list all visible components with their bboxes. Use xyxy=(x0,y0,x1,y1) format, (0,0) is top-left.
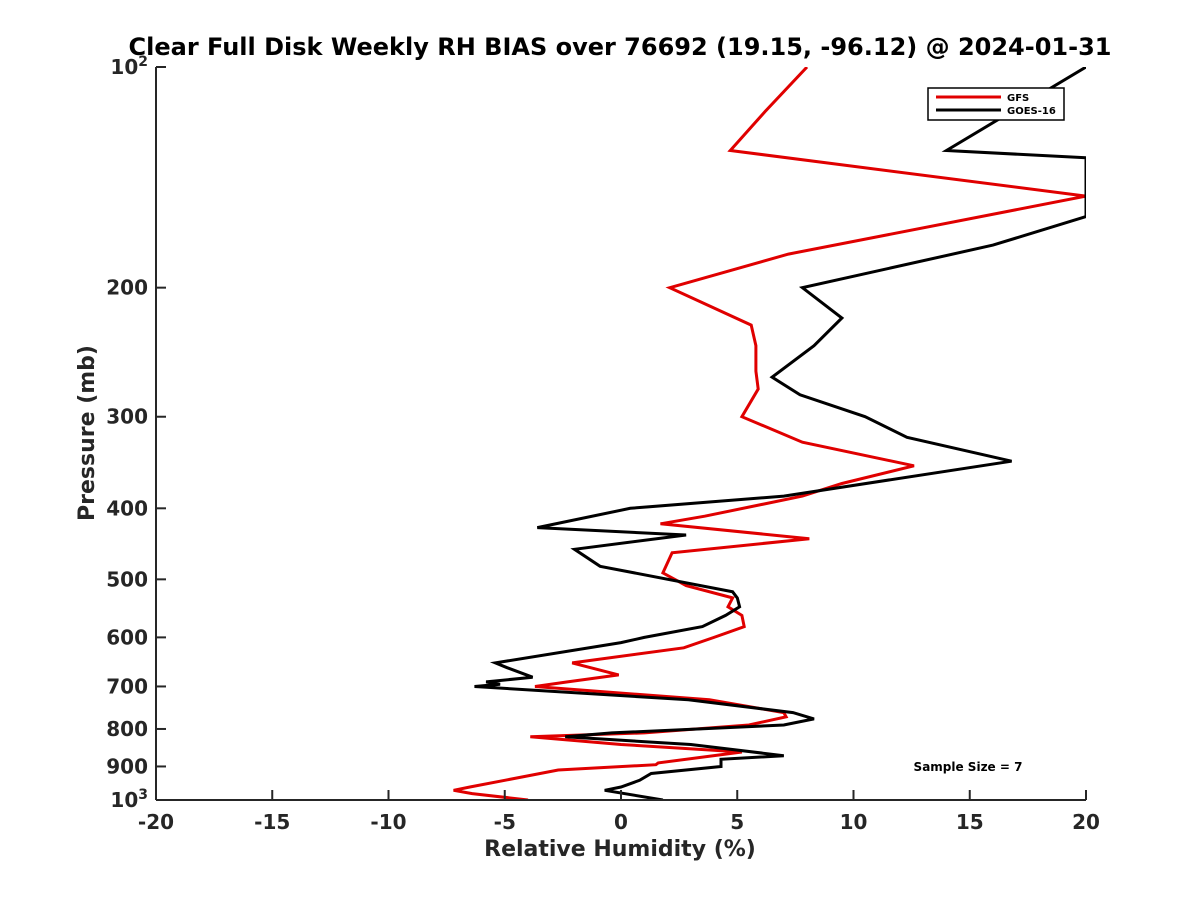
y-tick-label: 102 xyxy=(110,54,148,79)
series-line-goes-16 xyxy=(474,67,1086,800)
legend-box xyxy=(927,87,1065,121)
chart-title: Clear Full Disk Weekly RH BIAS over 7669… xyxy=(129,33,1112,61)
x-tick-label: -20 xyxy=(138,810,174,834)
x-tick-label: 15 xyxy=(956,810,984,834)
x-tick-label: -15 xyxy=(254,810,290,834)
y-tick-label: 103 xyxy=(110,787,148,812)
legend-label-gfs: GFS xyxy=(1007,93,1029,104)
legend: GFS GOES-16 xyxy=(927,87,1065,121)
legend-label-goes-16: GOES-16 xyxy=(1007,106,1056,117)
y-tick-label: 300 xyxy=(106,405,148,429)
x-tick-label: 20 xyxy=(1072,810,1100,834)
y-axis-label: Pressure (mb) xyxy=(75,345,100,521)
x-tick-label: -10 xyxy=(370,810,406,834)
plot-area: -20 -15 -10 -5 0 5 10 15 20 102 200 300 400 500 600 700… xyxy=(106,54,1100,834)
y-tick-label: 700 xyxy=(106,674,148,698)
series-line-gfs xyxy=(453,67,1086,800)
series-group xyxy=(453,67,1086,800)
sample-size-annotation: Sample Size = 7 xyxy=(914,760,1023,774)
y-tick-label: 400 xyxy=(106,496,148,520)
y-tick-label: 500 xyxy=(106,567,148,591)
y-tick-label: 600 xyxy=(106,625,148,649)
x-axis-label: Relative Humidity (%) xyxy=(484,837,756,862)
y-tick-label: 200 xyxy=(106,276,148,300)
x-tick-label: 5 xyxy=(730,810,744,834)
y-tick-label: 800 xyxy=(106,717,148,741)
x-tick-label: 10 xyxy=(840,810,868,834)
x-tick-label: -5 xyxy=(494,810,516,834)
x-tick-label: 0 xyxy=(614,810,628,834)
y-tick-label: 900 xyxy=(106,754,148,778)
